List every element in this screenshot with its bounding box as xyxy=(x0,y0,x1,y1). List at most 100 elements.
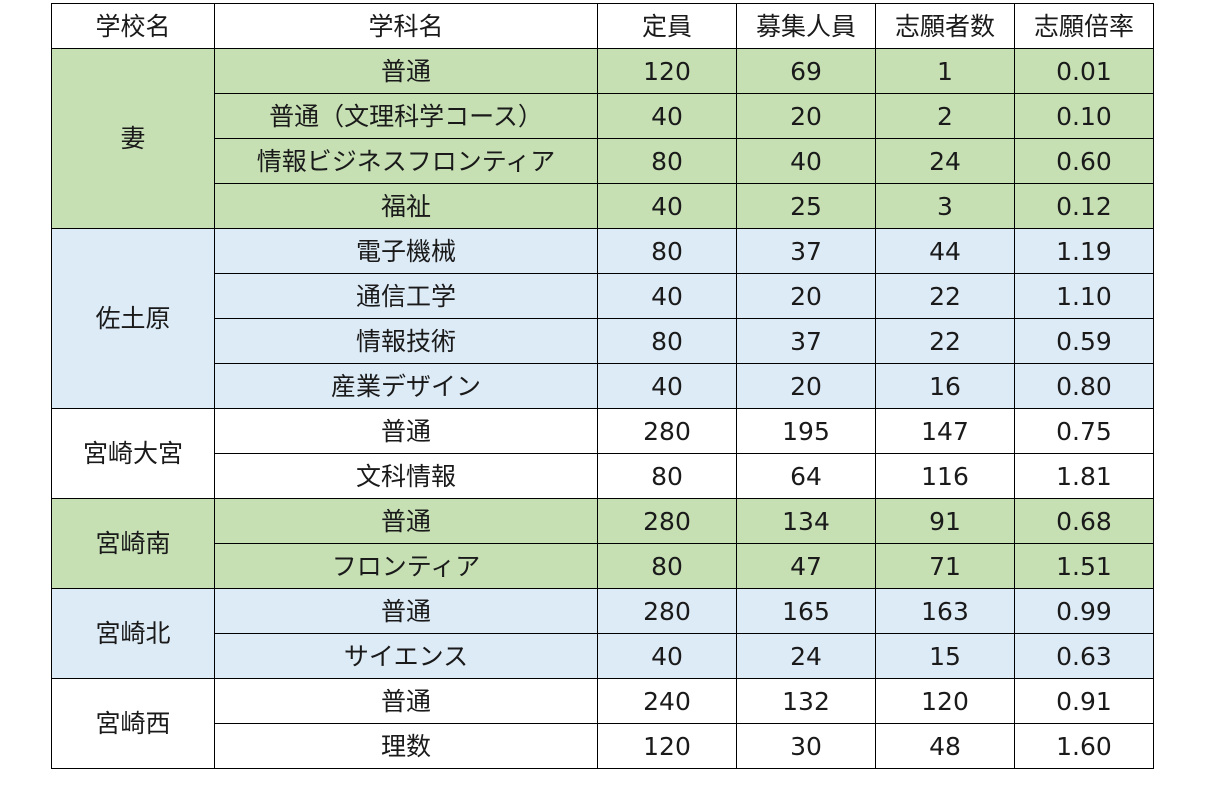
applicants-cell: 2 xyxy=(875,93,1015,139)
table-row: 理数 120 30 48 1.60 xyxy=(52,723,1154,769)
capacity-cell: 80 xyxy=(597,138,737,184)
table-row: 福祉 40 25 3 0.12 xyxy=(52,183,1154,229)
department-cell: 電子機械 xyxy=(214,228,598,274)
applicants-cell: 120 xyxy=(875,678,1015,724)
applicants-cell: 147 xyxy=(875,408,1015,454)
capacity-cell: 80 xyxy=(597,228,737,274)
header-department: 学科名 xyxy=(214,3,598,49)
recruitment-cell: 37 xyxy=(736,318,876,364)
capacity-cell: 40 xyxy=(597,363,737,409)
recruitment-cell: 20 xyxy=(736,93,876,139)
table-row: サイエンス 40 24 15 0.63 xyxy=(52,633,1154,679)
header-capacity: 定員 xyxy=(597,3,737,49)
applicants-cell: 1 xyxy=(875,48,1015,94)
capacity-cell: 120 xyxy=(597,48,737,94)
capacity-cell: 80 xyxy=(597,543,737,589)
ratio-cell: 1.60 xyxy=(1014,723,1154,769)
applicants-cell: 91 xyxy=(875,498,1015,544)
table-row: 文科情報 80 64 116 1.81 xyxy=(52,453,1154,499)
recruitment-cell: 40 xyxy=(736,138,876,184)
header-applicants: 志願者数 xyxy=(875,3,1015,49)
recruitment-cell: 165 xyxy=(736,588,876,634)
applicants-cell: 22 xyxy=(875,318,1015,364)
department-cell: 普通 xyxy=(214,678,598,724)
recruitment-cell: 30 xyxy=(736,723,876,769)
table-row: 産業デザイン 40 20 16 0.80 xyxy=(52,363,1154,409)
table-row: 宮崎南 普通 280 134 91 0.68 xyxy=(51,498,1154,589)
recruitment-cell: 25 xyxy=(736,183,876,229)
ratio-cell: 1.10 xyxy=(1014,273,1154,319)
applicants-cell: 44 xyxy=(875,228,1015,274)
department-cell: 普通 xyxy=(214,498,598,544)
ratio-cell: 0.68 xyxy=(1014,498,1154,544)
ratio-cell: 0.99 xyxy=(1014,588,1154,634)
department-cell: 産業デザイン xyxy=(214,363,598,409)
capacity-cell: 120 xyxy=(597,723,737,769)
header-row: 学校名 学科名 定員 募集人員 志願者数 志願倍率 xyxy=(51,3,1154,49)
department-cell: フロンティア xyxy=(214,543,598,589)
table-row: フロンティア 80 47 71 1.51 xyxy=(52,543,1154,589)
department-cell: 情報ビジネスフロンティア xyxy=(214,138,598,184)
school-name-cell: 宮崎大宮 xyxy=(51,408,215,499)
capacity-cell: 280 xyxy=(597,588,737,634)
header-school: 学校名 xyxy=(51,3,215,49)
enrollment-table: 学校名 学科名 定員 募集人員 志願者数 志願倍率 妻普通 120 69 1 0.01 普… xyxy=(51,3,1154,769)
table-row: 佐土原 電子機械 80 37 44 1.19 xyxy=(51,228,1154,409)
capacity-cell: 80 xyxy=(597,318,737,364)
applicants-cell: 163 xyxy=(875,588,1015,634)
recruitment-cell: 64 xyxy=(736,453,876,499)
header-ratio: 志願倍率 xyxy=(1014,3,1154,49)
ratio-cell: 0.75 xyxy=(1014,408,1154,454)
recruitment-cell: 47 xyxy=(736,543,876,589)
applicants-cell: 16 xyxy=(875,363,1015,409)
recruitment-cell: 132 xyxy=(736,678,876,724)
department-cell: 福祉 xyxy=(214,183,598,229)
department-cell: 普通 xyxy=(214,48,598,94)
school-name-cell: 妻 xyxy=(51,48,215,229)
school-name-cell: 佐土原 xyxy=(51,228,215,409)
table-row: 宮崎北 普通 280 165 163 0.99 xyxy=(51,588,1154,679)
department-cell: 情報技術 xyxy=(214,318,598,364)
capacity-cell: 40 xyxy=(597,183,737,229)
recruitment-cell: 20 xyxy=(736,273,876,319)
table-row: 宮崎大宮 普通 280 195 147 0.75 xyxy=(51,408,1154,499)
table-body: 妻普通 120 69 1 0.01 普通（文理科学コース） 40 20 2 0.10 情報ビジネスフ… xyxy=(51,48,1154,769)
school-name-cell: 宮崎西 xyxy=(51,678,215,769)
capacity-cell: 280 xyxy=(597,498,737,544)
capacity-cell: 80 xyxy=(597,453,737,499)
ratio-cell: 0.63 xyxy=(1014,633,1154,679)
table-row: 妻普通 120 69 1 0.01 xyxy=(51,48,1154,229)
department-cell: 通信工学 xyxy=(214,273,598,319)
school-name-cell: 宮崎南 xyxy=(51,498,215,589)
applicants-cell: 24 xyxy=(875,138,1015,184)
department-cell: 理数 xyxy=(214,723,598,769)
applicants-cell: 116 xyxy=(875,453,1015,499)
applicants-cell: 71 xyxy=(875,543,1015,589)
department-cell: 文科情報 xyxy=(214,453,598,499)
school-name-cell: 宮崎北 xyxy=(51,588,215,679)
table-row: 宮崎西 普通 240 132 120 0.91 xyxy=(51,678,1154,769)
header-recruitment: 募集人員 xyxy=(736,3,876,49)
ratio-cell: 1.51 xyxy=(1014,543,1154,589)
department-cell: 普通（文理科学コース） xyxy=(214,93,598,139)
table-row: 普通（文理科学コース） 40 20 2 0.10 xyxy=(52,93,1154,139)
applicants-cell: 15 xyxy=(875,633,1015,679)
ratio-cell: 1.19 xyxy=(1014,228,1154,274)
ratio-cell: 0.60 xyxy=(1014,138,1154,184)
capacity-cell: 240 xyxy=(597,678,737,724)
recruitment-cell: 69 xyxy=(736,48,876,94)
recruitment-cell: 134 xyxy=(736,498,876,544)
table-row: 情報技術 80 37 22 0.59 xyxy=(52,318,1154,364)
ratio-cell: 0.12 xyxy=(1014,183,1154,229)
ratio-cell: 0.59 xyxy=(1014,318,1154,364)
applicants-cell: 22 xyxy=(875,273,1015,319)
applicants-cell: 3 xyxy=(875,183,1015,229)
ratio-cell: 0.91 xyxy=(1014,678,1154,724)
applicants-cell: 48 xyxy=(875,723,1015,769)
recruitment-cell: 37 xyxy=(736,228,876,274)
table-row: 情報ビジネスフロンティア 80 40 24 0.60 xyxy=(52,138,1154,184)
recruitment-cell: 195 xyxy=(736,408,876,454)
capacity-cell: 40 xyxy=(597,93,737,139)
recruitment-cell: 20 xyxy=(736,363,876,409)
recruitment-cell: 24 xyxy=(736,633,876,679)
